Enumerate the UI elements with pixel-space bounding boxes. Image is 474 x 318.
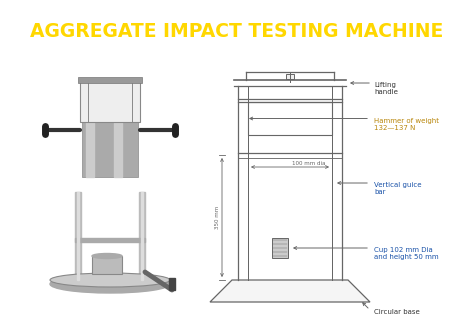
Bar [82,122,138,177]
Polygon shape [210,280,370,302]
Ellipse shape [50,275,170,293]
Text: Circular base: Circular base [374,309,420,315]
Text: Hammer of weight
132—137 N: Hammer of weight 132—137 N [374,118,439,130]
Bar [75,238,145,242]
Bar [114,122,122,177]
Text: Vertical guice
bar: Vertical guice bar [374,182,421,195]
Text: Lifting
handle: Lifting handle [374,82,398,95]
Bar [139,192,145,280]
Bar [169,278,175,290]
Bar [286,74,294,79]
Text: 100 mm dia: 100 mm dia [292,161,326,166]
Bar [141,192,143,280]
Text: 350 mm: 350 mm [216,206,220,229]
Ellipse shape [92,253,122,259]
Bar [272,238,288,258]
Bar [248,102,332,135]
Bar [77,192,79,280]
Bar [92,256,122,274]
Bar [78,77,142,83]
Ellipse shape [50,273,170,287]
Bar [86,122,94,177]
Text: Cup 102 mm Dia
and height 50 mm: Cup 102 mm Dia and height 50 mm [374,247,438,260]
Bar [75,192,81,280]
Bar [80,82,140,122]
Text: AGGREGATE IMPACT TESTING MACHINE: AGGREGATE IMPACT TESTING MACHINE [30,22,444,40]
